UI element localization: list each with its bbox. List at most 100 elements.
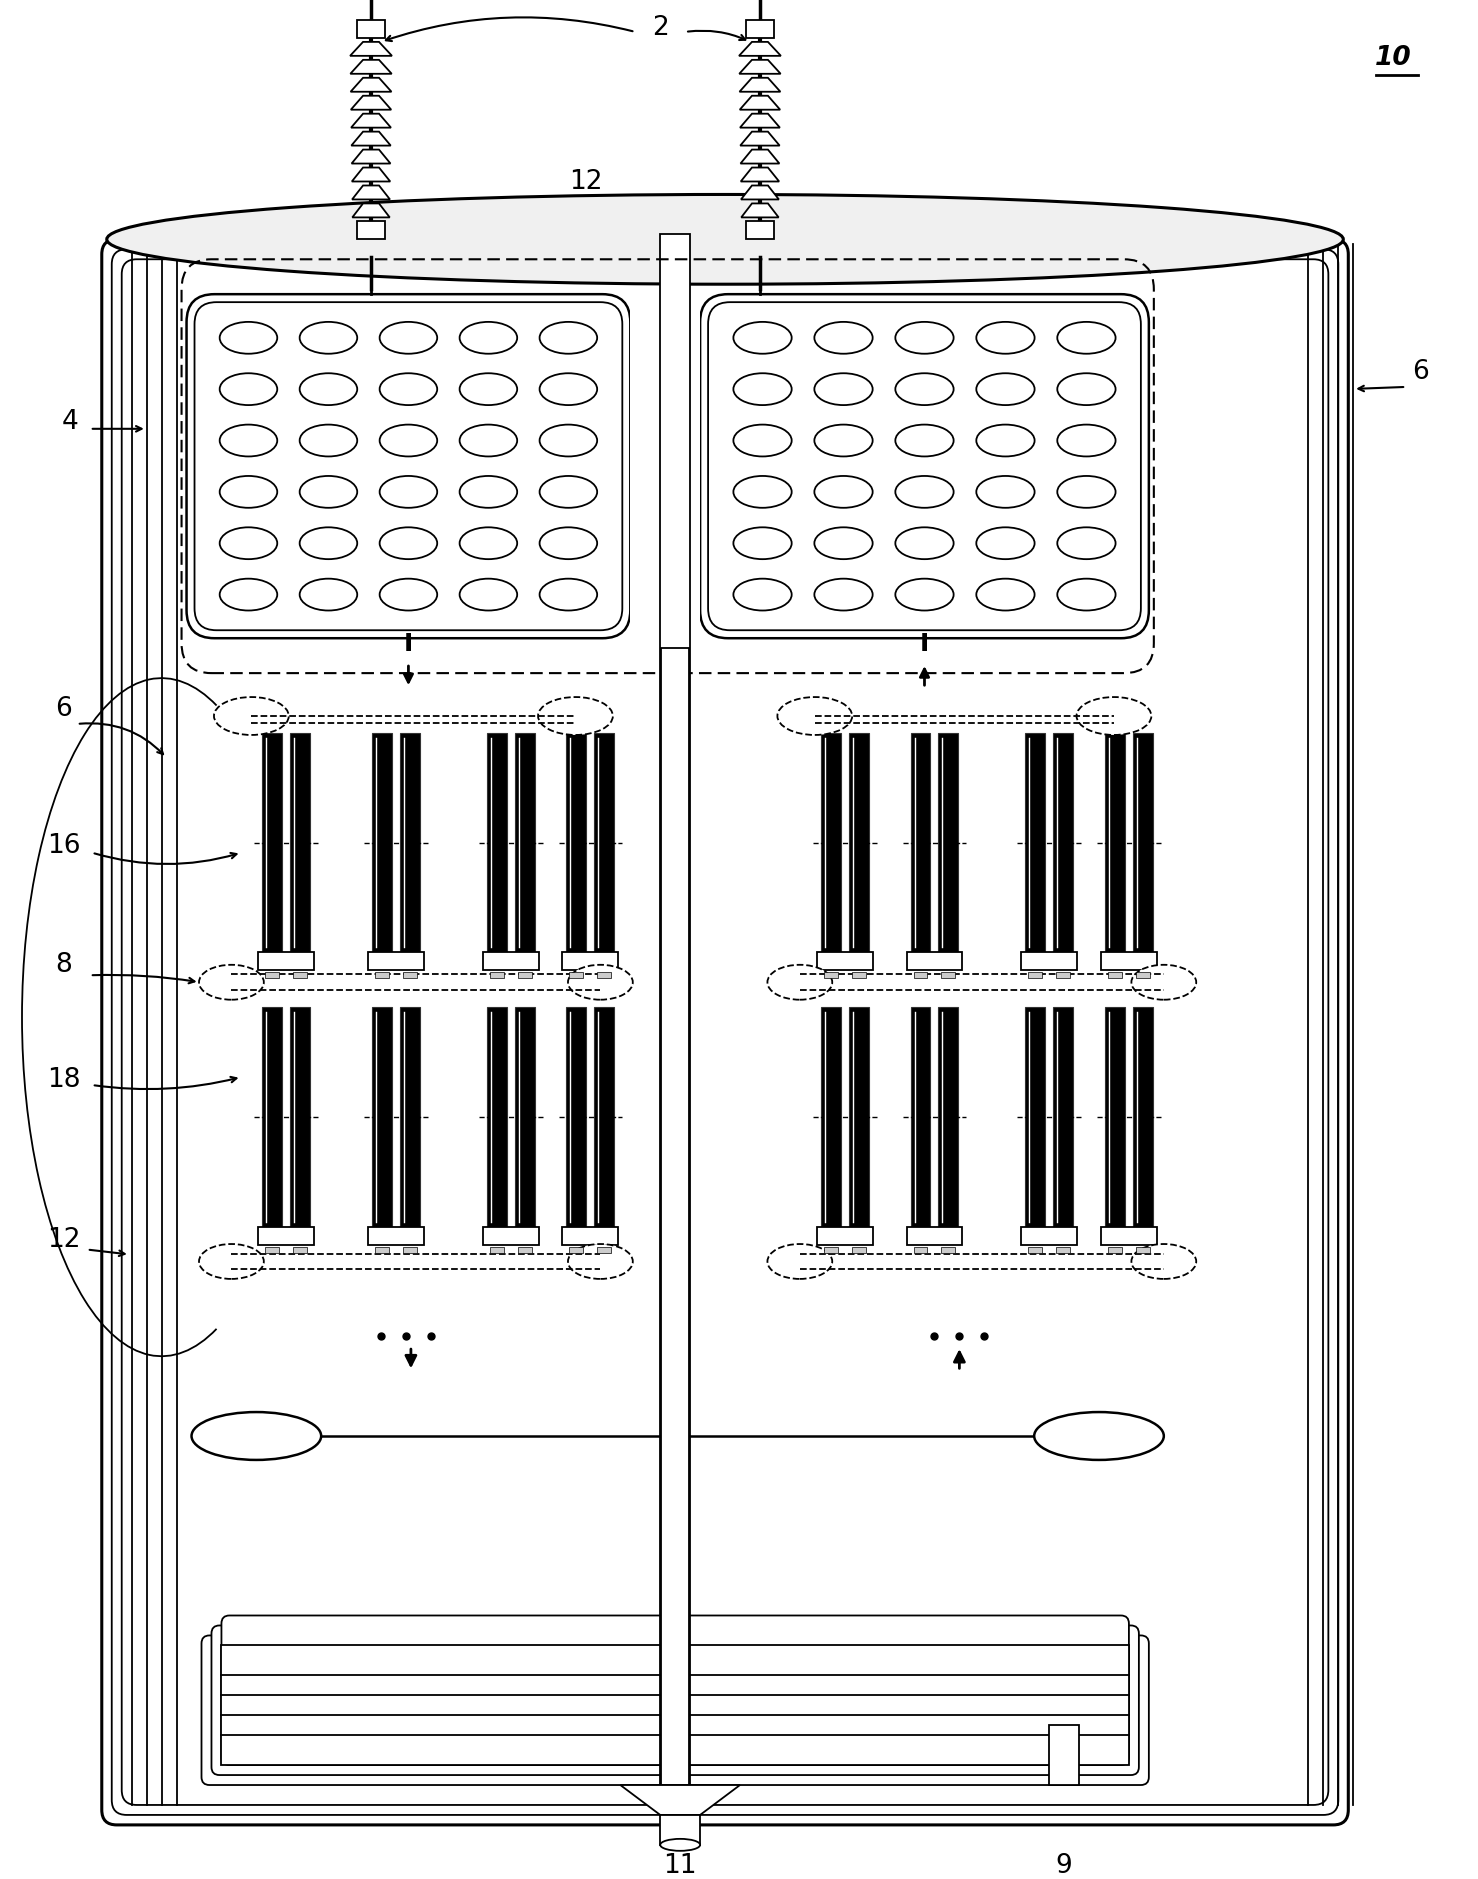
- Bar: [752, 41, 769, 53]
- Text: I: I: [403, 631, 412, 656]
- Bar: [913, 1246, 928, 1253]
- FancyBboxPatch shape: [121, 259, 1329, 1806]
- Bar: [1026, 733, 1045, 953]
- Ellipse shape: [814, 579, 872, 611]
- Bar: [1049, 1725, 1079, 1785]
- Bar: [358, 21, 384, 38]
- Bar: [910, 733, 931, 953]
- Bar: [290, 1007, 310, 1227]
- Ellipse shape: [814, 374, 872, 406]
- Ellipse shape: [896, 475, 953, 507]
- Bar: [664, 241, 686, 1796]
- Bar: [364, 60, 378, 70]
- Bar: [746, 222, 774, 239]
- Bar: [941, 1246, 955, 1253]
- FancyBboxPatch shape: [102, 239, 1348, 1825]
- Bar: [403, 1246, 417, 1253]
- Polygon shape: [350, 41, 392, 56]
- Polygon shape: [350, 60, 392, 73]
- Bar: [401, 1007, 420, 1227]
- Ellipse shape: [300, 425, 358, 457]
- Ellipse shape: [220, 321, 278, 353]
- Polygon shape: [740, 186, 779, 199]
- Ellipse shape: [220, 475, 278, 507]
- Bar: [569, 971, 584, 979]
- Polygon shape: [739, 60, 780, 73]
- Bar: [664, 650, 687, 1783]
- Text: 6: 6: [1411, 359, 1428, 385]
- Bar: [368, 1227, 424, 1244]
- Bar: [293, 1246, 307, 1253]
- Ellipse shape: [814, 475, 872, 507]
- Polygon shape: [350, 77, 392, 92]
- Bar: [364, 186, 378, 195]
- Bar: [851, 1246, 866, 1253]
- Bar: [514, 733, 535, 953]
- Ellipse shape: [300, 528, 358, 560]
- Text: 18: 18: [47, 1067, 81, 1094]
- Bar: [483, 1227, 538, 1244]
- Bar: [752, 96, 769, 105]
- Text: 6: 6: [56, 695, 72, 722]
- Polygon shape: [352, 150, 390, 163]
- Bar: [401, 733, 420, 953]
- Ellipse shape: [896, 528, 953, 560]
- Bar: [1137, 1246, 1150, 1253]
- Bar: [293, 971, 307, 979]
- Bar: [939, 733, 958, 953]
- Ellipse shape: [1057, 579, 1116, 611]
- Polygon shape: [739, 77, 780, 92]
- Bar: [489, 1246, 504, 1253]
- Bar: [1101, 1227, 1157, 1244]
- Bar: [752, 132, 769, 141]
- FancyBboxPatch shape: [211, 1625, 1140, 1776]
- Bar: [848, 1007, 869, 1227]
- Ellipse shape: [300, 374, 358, 406]
- Ellipse shape: [192, 1411, 321, 1460]
- Ellipse shape: [1057, 374, 1116, 406]
- Text: 12: 12: [569, 169, 602, 195]
- Bar: [517, 971, 532, 979]
- Bar: [1057, 1246, 1070, 1253]
- Polygon shape: [740, 150, 779, 163]
- Bar: [851, 971, 866, 979]
- Bar: [817, 1227, 872, 1244]
- Ellipse shape: [460, 475, 517, 507]
- Bar: [375, 971, 389, 979]
- Bar: [262, 1007, 282, 1227]
- Ellipse shape: [733, 321, 792, 353]
- Ellipse shape: [539, 475, 597, 507]
- Bar: [1106, 1007, 1125, 1227]
- Bar: [1108, 971, 1122, 979]
- Text: 2: 2: [652, 15, 668, 41]
- Bar: [823, 1246, 838, 1253]
- Ellipse shape: [777, 697, 853, 735]
- Ellipse shape: [220, 528, 278, 560]
- FancyBboxPatch shape: [195, 303, 622, 629]
- Bar: [1029, 1246, 1042, 1253]
- Bar: [222, 1646, 1129, 1764]
- Bar: [266, 1246, 279, 1253]
- Bar: [364, 41, 378, 53]
- Bar: [262, 733, 282, 953]
- Text: 16: 16: [47, 832, 81, 859]
- Ellipse shape: [814, 425, 872, 457]
- Bar: [266, 971, 279, 979]
- Bar: [358, 222, 384, 239]
- Ellipse shape: [977, 579, 1035, 611]
- Bar: [906, 1227, 962, 1244]
- Bar: [823, 971, 838, 979]
- Bar: [752, 115, 769, 124]
- FancyBboxPatch shape: [201, 1635, 1148, 1785]
- Bar: [486, 733, 507, 953]
- Ellipse shape: [380, 475, 437, 507]
- Bar: [817, 953, 872, 970]
- Polygon shape: [352, 115, 392, 128]
- Bar: [566, 1007, 587, 1227]
- Ellipse shape: [300, 321, 358, 353]
- Ellipse shape: [1057, 321, 1116, 353]
- Ellipse shape: [733, 528, 792, 560]
- Text: 4: 4: [62, 410, 78, 434]
- Bar: [820, 1007, 841, 1227]
- Ellipse shape: [977, 425, 1035, 457]
